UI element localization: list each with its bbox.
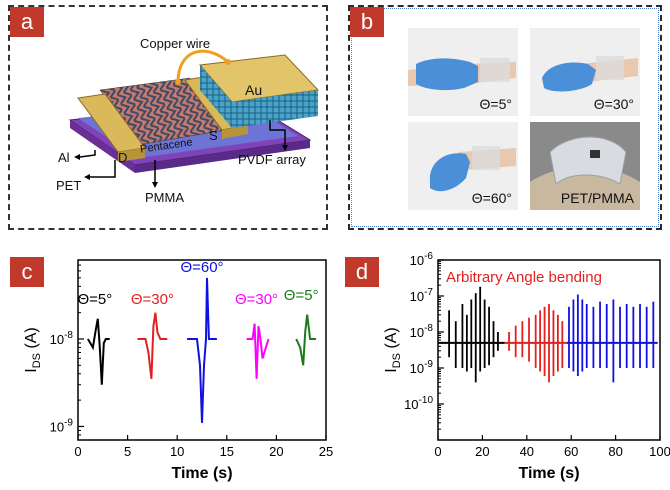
y-tick-label-1: 10-8 [50,330,74,347]
device-schematic [68,49,320,188]
x-tick-label-0: 0 [74,444,81,459]
series-line-2 [187,277,217,423]
x-tick-label-0: 0 [434,444,441,459]
photo-theta-5: Θ=5° [408,28,518,116]
panel-b-frame [348,5,662,230]
copper-wire [176,49,229,83]
panel-a-badge: a [10,7,44,37]
x-tick-label-3: 15 [220,444,234,459]
series-line-3 [246,323,270,379]
label-pmma: PMMA [145,190,184,205]
series-line-0 [87,318,110,385]
x-tick-label-2: 10 [170,444,184,459]
annotation-3: Θ=30° [235,291,278,308]
caption-theta-5: Θ=5° [479,96,512,112]
annotation-1: Θ=30° [131,291,174,308]
pvdf-array [200,65,232,128]
y-axis-label: IDS (A) [23,327,43,373]
x-tick-label-4: 20 [269,444,283,459]
photo-theta-60: Θ=60° [408,122,518,210]
series-line-4 [295,314,317,366]
caption-theta-30: Θ=30° [593,96,634,112]
label-copper-wire: Copper wire [140,36,211,51]
chart-d: 0 20 40 60 80 100 10-6 10-7 10-8 10-9 10-10 Time (s… [383,251,670,482]
label-pet: PET [56,178,82,193]
y-tick-label-1: 10-7 [410,287,434,304]
panel-d-badge: d [345,257,379,287]
plot-frame [437,259,661,441]
caption-pet-pmma: PET/PMMA [560,190,634,206]
y-tick-label-4: 10-10 [404,395,433,412]
caption-theta-60: Θ=60° [471,190,512,206]
x-tick-label-1: 5 [124,444,131,459]
panel-a-frame [8,5,328,230]
plot-frame [77,259,327,441]
y-tick-label-0: 10-6 [410,251,434,268]
annotation-0: Θ=5° [77,291,112,308]
x-tick-label-3: 60 [564,444,578,459]
panel-c-badge: c [10,257,44,287]
x-axis-label: Time (s) [171,465,232,482]
y-tick-label-0: 10-9 [50,417,74,434]
label-al: Al [58,150,70,165]
x-tick-label-5: 25 [319,444,333,459]
photo-theta-30: Θ=30° [530,28,640,116]
label-s: S [209,128,218,143]
panel-b-badge: b [350,7,384,37]
chart-c: 0 5 10 15 20 25 10-9 10-8 Time (s) IDS (A) Θ=5° Θ=3… [23,259,333,482]
label-au: Au [245,82,263,98]
y-tick-label-3: 10-9 [410,359,434,376]
x-tick-label-1: 20 [475,444,489,459]
series-line-1 [137,312,168,380]
x-axis-label: Time (s) [518,465,579,482]
annotation-4: Θ=5° [284,287,319,304]
label-pvdf-array: PVDF array [238,152,306,167]
y-tick-label-2: 10-8 [410,323,434,340]
photo-pet-pmma: PET/PMMA [530,122,640,210]
y-axis-label: IDS (A) [383,327,403,373]
chart-title: Arbitrary Angle bending [446,269,602,286]
x-tick-label-4: 80 [608,444,622,459]
label-d: D [118,150,128,165]
x-tick-label-5: 100 [649,444,670,459]
x-tick-label-2: 40 [520,444,534,459]
annotation-2: Θ=60° [180,259,223,276]
